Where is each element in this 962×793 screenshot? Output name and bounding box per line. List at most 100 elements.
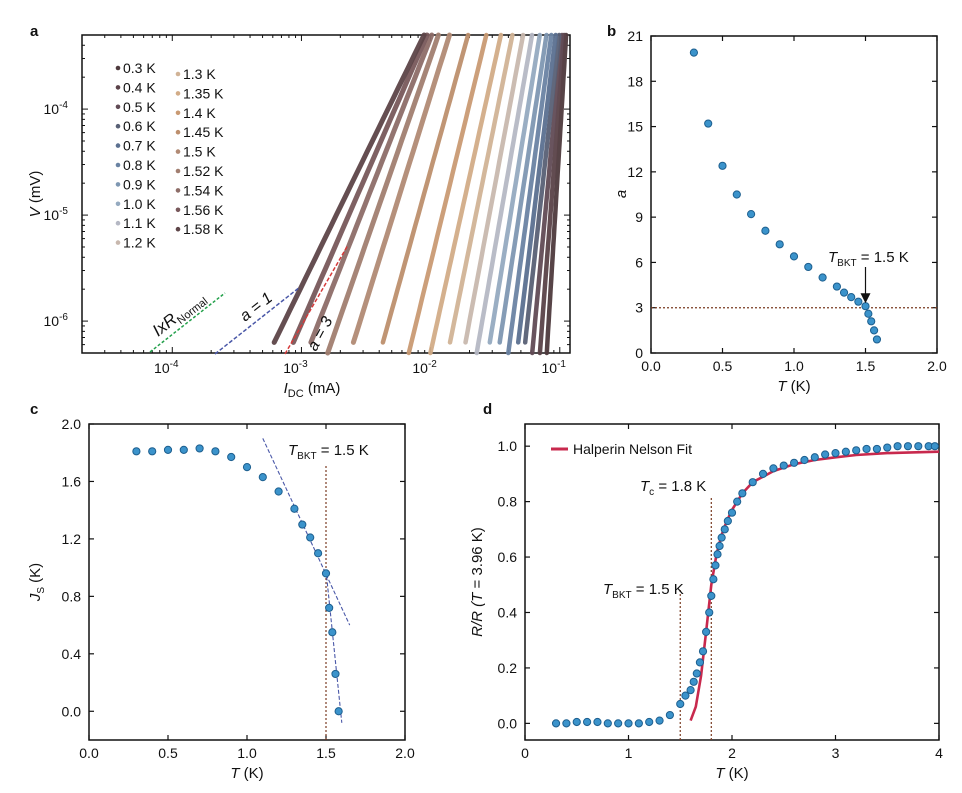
a1-line — [214, 286, 301, 355]
tbkt-label-c: TBKT = 1.5 K — [288, 442, 369, 462]
data-point — [321, 569, 331, 578]
legend-label: 0.4 K — [123, 79, 156, 95]
data-point — [665, 710, 675, 720]
tbkt-label-d: TBKT = 1.5 K — [603, 581, 684, 601]
data-point — [709, 575, 718, 584]
data-point — [624, 719, 633, 728]
legend-marker — [115, 201, 121, 207]
legend-marker — [175, 207, 181, 213]
data-point — [227, 452, 236, 462]
data-point — [872, 335, 882, 344]
data-point — [864, 309, 873, 318]
legend-label: 1.45 K — [183, 124, 224, 140]
iv-curve — [529, 32, 565, 356]
data-point — [832, 282, 842, 291]
data-point — [314, 549, 323, 558]
data-point — [689, 48, 699, 57]
data-point — [258, 473, 267, 482]
legend-marker — [115, 65, 121, 71]
iv-curve — [474, 32, 535, 356]
panel-b: b 0.0 0.5 1.0 1.5 2.0 0 3 6 9 12 15 18 21 TBKT = 1.5… — [607, 23, 947, 395]
legend-a: 0.3 K 0.4 K 0.5 K 0.6 K 0.7 K 0.8 K 0.9 K 1.0 K… — [115, 60, 224, 251]
annotations-a: IxRNormal a = 1 a = 3 — [149, 244, 349, 355]
legend-label: 0.6 K — [123, 118, 156, 134]
y-tick-label: 10-6 — [44, 312, 69, 329]
data-point — [821, 450, 830, 459]
legend-label: 0.3 K — [123, 60, 156, 76]
guides-c — [262, 438, 351, 740]
plot-frame-d — [524, 423, 940, 741]
legend-marker — [175, 149, 181, 154]
iv-curve — [380, 32, 471, 345]
ylabel-c: JS (K) — [27, 563, 47, 602]
iv-curve — [308, 32, 435, 345]
data-point — [861, 302, 870, 311]
ticks-d: 0 1 2 3 4 0.0 0.2 0.4 0.6 0.8 1.0 — [498, 424, 943, 761]
points-b — [689, 48, 882, 344]
ylabel-a: V (mV) — [27, 171, 44, 218]
legend-label: 1.54 K — [183, 182, 224, 198]
iv-curve — [271, 32, 427, 345]
data-point — [692, 669, 701, 678]
y-tick-label: 0.6 — [498, 549, 518, 565]
legend-d: Halperin Nelson Fit — [551, 441, 692, 457]
legend-fit-label: Halperin Nelson Fit — [573, 441, 692, 457]
legend-marker — [175, 129, 181, 135]
data-point — [779, 461, 788, 470]
data-point — [614, 719, 623, 728]
x-tick-label: 2.0 — [395, 745, 415, 761]
y-tick-label: 0 — [635, 345, 643, 361]
ticks-c: 0.0 0.5 1.0 1.5 2.0 0.0 0.4 0.8 1.2 1.6 2.0 — [62, 416, 415, 761]
x-tick-label: 10-2 — [412, 359, 437, 376]
data-point — [132, 447, 141, 456]
data-point — [914, 442, 923, 451]
iv-curve — [428, 32, 504, 356]
a1-label: a = 1 — [237, 290, 276, 326]
data-point — [800, 455, 809, 465]
y-tick-label: 12 — [627, 164, 643, 180]
data-point — [583, 717, 592, 727]
legend-marker — [175, 110, 181, 116]
data-point — [723, 516, 732, 526]
legend-label: 1.35 K — [183, 85, 224, 101]
data-point — [727, 508, 737, 517]
data-point — [572, 717, 581, 727]
data-point — [738, 489, 747, 498]
data-point — [290, 504, 299, 513]
data-point — [705, 608, 714, 617]
y-tick-label: 0.2 — [498, 660, 518, 676]
a3-line — [284, 244, 349, 355]
xlabel-d: T (K) — [715, 765, 748, 782]
tc-label-d: Tc = 1.8 K — [640, 478, 706, 498]
data-point — [306, 533, 315, 542]
legend-label: 1.52 K — [183, 163, 224, 179]
data-point — [325, 603, 334, 612]
y-tick-label: 3 — [635, 300, 643, 316]
points-c — [132, 444, 343, 716]
data-point — [804, 262, 813, 272]
plot-frame-c — [88, 423, 406, 741]
ylabel-d: R/R (T = 3.96 K) — [469, 527, 486, 637]
legend-marker — [115, 123, 121, 129]
iv-curve — [497, 32, 549, 345]
iv-curve — [463, 32, 526, 345]
y-tick-label: 0.4 — [62, 646, 82, 662]
y-tick-label: 1.0 — [498, 438, 518, 454]
data-point — [841, 447, 850, 456]
data-point — [681, 691, 690, 700]
data-point — [211, 447, 220, 456]
data-point — [790, 458, 799, 467]
data-point — [810, 453, 819, 462]
data-point — [195, 444, 204, 453]
data-point — [867, 317, 876, 326]
data-point — [676, 699, 685, 709]
x-tick-label: 2.0 — [927, 358, 947, 374]
x-tick-label: 1 — [625, 745, 633, 761]
y-tick-label: 0.0 — [62, 703, 82, 719]
data-point — [713, 550, 722, 559]
iv-curve — [325, 32, 441, 356]
y-tick-label: 0.8 — [62, 588, 82, 604]
legend-label: 1.5 K — [183, 144, 216, 160]
data-point — [732, 190, 741, 199]
